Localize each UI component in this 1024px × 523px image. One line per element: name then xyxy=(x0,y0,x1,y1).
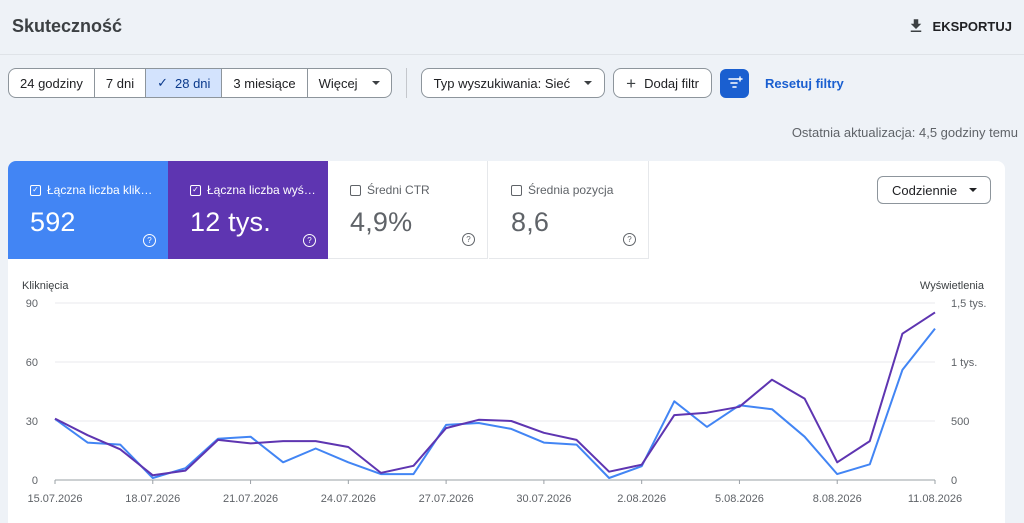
plus-icon: + xyxy=(626,73,637,93)
y-left-tick-label: 0 xyxy=(32,475,38,487)
search-type-label: Typ wyszukiwania: Sieć xyxy=(433,75,571,91)
metric-label: Średnia pozycja xyxy=(528,183,614,197)
caret-down-icon xyxy=(584,81,593,85)
metric-value: 4,9% xyxy=(350,207,413,237)
page-title: Skuteczność xyxy=(12,16,123,36)
page-header: Skuteczność EKSPORTUJ xyxy=(0,0,1024,55)
x-tick-label: 11.08.2026 xyxy=(908,493,962,505)
x-tick-label: 24.07.2026 xyxy=(321,493,376,505)
divider xyxy=(405,68,407,98)
y-right-tick-label: 500 xyxy=(951,416,969,428)
filter-toolbar: 24 godziny 7 dni ✓ 28 dni 3 miesiące Więc… xyxy=(8,68,844,98)
metric-value: 592 xyxy=(30,207,76,237)
metric-value: 8,6 xyxy=(511,207,550,237)
y-right-axis-title: Wyświetlenia xyxy=(920,280,985,292)
checkbox-empty-icon[interactable] xyxy=(511,184,522,196)
x-tick-label: 30.07.2026 xyxy=(516,493,571,505)
range-label: 24 godziny xyxy=(20,75,83,91)
y-left-tick-label: 30 xyxy=(26,416,38,428)
y-left-axis-title: Kliknięcia xyxy=(22,280,69,292)
metric-label: Średni CTR xyxy=(367,183,430,197)
y-left-tick-label: 60 xyxy=(26,357,38,369)
range-more[interactable]: Więcej xyxy=(308,69,391,97)
x-tick-label: 27.07.2026 xyxy=(419,493,474,505)
range-24h[interactable]: 24 godziny xyxy=(9,69,95,97)
performance-chart: Kliknięcia Wyświetlenia 0 0 30 500 60 1 tys. 90 1… xyxy=(22,280,986,505)
help-icon[interactable]: ? xyxy=(143,234,156,247)
caret-down-icon xyxy=(969,188,978,192)
range-label: 28 dni xyxy=(175,75,211,91)
search-type-dropdown[interactable]: Typ wyszukiwania: Sieć xyxy=(420,68,606,98)
checkbox-checked-icon[interactable]: ✓ xyxy=(190,184,201,196)
download-icon xyxy=(910,19,921,32)
performance-card: ✓ Łączna liczba klik… 592 ? ✓ Łączna liczb… xyxy=(8,161,1005,523)
range-7d[interactable]: 7 dni xyxy=(95,69,147,97)
help-icon[interactable]: ? xyxy=(303,234,316,247)
add-filter-button[interactable]: + Dodaj filtr xyxy=(613,68,712,98)
range-3m[interactable]: 3 miesiące xyxy=(222,69,308,97)
granularity-label: Codziennie xyxy=(892,182,958,198)
last-update-text: Ostatnia aktualizacja: 4,5 godziny temu xyxy=(791,125,1018,140)
x-tick-label: 5.08.2026 xyxy=(715,493,764,505)
x-tick-label: 15.07.2026 xyxy=(27,493,82,505)
range-label: 7 dni xyxy=(105,75,135,91)
export-button[interactable]: EKSPORTUJ xyxy=(907,17,1012,35)
caret-down-icon xyxy=(371,81,380,85)
add-filter-label: Dodaj filtr xyxy=(644,75,699,91)
checkbox-checked-icon[interactable]: ✓ xyxy=(30,184,41,196)
metric-label: Łączna liczba wyś… xyxy=(207,183,316,197)
granularity-dropdown[interactable]: Codziennie xyxy=(877,176,991,204)
series-line-impressions xyxy=(54,311,936,477)
x-tick-label: 2.08.2026 xyxy=(617,493,666,505)
date-range-selector: 24 godziny 7 dni ✓ 28 dni 3 miesiące Więc… xyxy=(8,68,392,98)
help-icon[interactable]: ? xyxy=(462,233,475,246)
range-label: Więcej xyxy=(318,75,358,91)
metric-clicks[interactable]: ✓ Łączna liczba klik… 592 ? xyxy=(8,161,168,259)
metric-impressions[interactable]: ✓ Łączna liczba wyś… 12 tys. ? xyxy=(168,161,328,259)
series-line-clicks xyxy=(54,327,936,479)
y-right-tick-label: 1,5 tys. xyxy=(951,298,986,310)
help-icon[interactable]: ? xyxy=(623,233,636,246)
filter-list-icon xyxy=(727,76,743,88)
metric-position[interactable]: Średnia pozycja 8,6 ? xyxy=(489,161,649,259)
range-28d[interactable]: ✓ 28 dni xyxy=(146,69,223,97)
y-right-tick-label: 0 xyxy=(951,475,957,487)
y-left-tick-label: 90 xyxy=(26,298,38,310)
y-right-tick-label: 1 tys. xyxy=(951,357,977,369)
metric-value: 12 tys. xyxy=(190,207,271,237)
metric-label: Łączna liczba klik… xyxy=(47,183,153,197)
check-icon: ✓ xyxy=(157,75,168,90)
x-tick-label: 21.07.2026 xyxy=(223,493,278,505)
metric-ctr[interactable]: Średni CTR 4,9% ? xyxy=(328,161,488,259)
export-label: EKSPORTUJ xyxy=(932,18,1012,34)
x-tick-label: 18.07.2026 xyxy=(125,493,180,505)
reset-filters-link[interactable]: Resetuj filtry xyxy=(765,75,844,91)
range-label: 3 miesiące xyxy=(233,75,296,91)
x-tick-label: 8.08.2026 xyxy=(813,493,862,505)
checkbox-empty-icon[interactable] xyxy=(350,184,361,196)
filter-options-button[interactable] xyxy=(720,68,749,98)
